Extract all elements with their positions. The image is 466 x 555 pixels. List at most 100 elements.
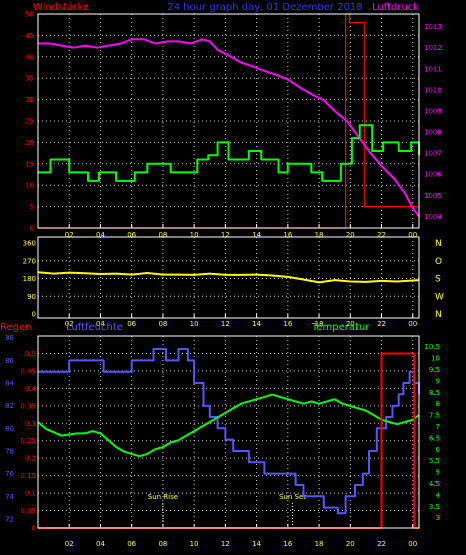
panel3-x-label-11: 00 <box>408 540 417 548</box>
panel3-frame <box>37 335 420 529</box>
panel3-x-label-3: 08 <box>158 540 167 548</box>
rain-tick-10: 0.5 <box>25 350 36 358</box>
temperature-line <box>37 393 420 458</box>
rain-tick-5: 0.25 <box>20 437 36 445</box>
wind-tick-1: 5 <box>30 203 34 211</box>
compass-tick-4: N <box>435 239 442 249</box>
panel3-x-label-0: 02 <box>65 540 74 548</box>
panel2-grid <box>38 237 419 318</box>
panel3-x-label-8: 18 <box>315 540 324 548</box>
humidity-tick-4: 80 <box>5 425 14 433</box>
temperature-tick-5: 5.5 <box>429 457 440 465</box>
direction-tick-0: 0 <box>32 311 36 319</box>
pressure-axis-ticks: 1004 1005 1006 1007 1008 1009 1010 1011 1012 1013 <box>424 23 442 221</box>
panel1-x-label-3: 08 <box>158 231 167 239</box>
panel2-x-label-4: 10 <box>190 320 199 328</box>
compass-tick-3: O <box>435 257 442 267</box>
panel1-x-label-7: 16 <box>283 231 292 239</box>
pressure-tick-5: 1009 <box>424 107 442 115</box>
humidity-tick-6: 84 <box>5 380 14 388</box>
wind-tick-7: 35 <box>25 75 34 83</box>
rain-line <box>38 352 419 529</box>
temperature-tick-12: 9 <box>436 377 440 385</box>
panel2-x-label-1: 04 <box>96 320 105 328</box>
humidity-tick-8: 88 <box>5 334 14 342</box>
chart-title: 24 hour graph day, 01 Dezember 2018 <box>167 2 362 13</box>
temperature-tick-11: 8.5 <box>429 389 440 397</box>
temperature-tick-15: 10.5 <box>424 343 440 351</box>
panel3-x-label-10: 22 <box>377 540 386 548</box>
panel1-x-label-6: 14 <box>252 231 261 239</box>
panel2-x-label-6: 14 <box>252 320 261 328</box>
panel2-x-label-9: 20 <box>346 320 355 328</box>
wind-tick-4: 20 <box>25 139 34 147</box>
panel3-x-label-2: 06 <box>127 540 136 548</box>
humidity-tick-7: 86 <box>5 357 14 365</box>
rain-tick-6: 0.3 <box>25 420 36 428</box>
panel1-x-label-10: 22 <box>377 231 386 239</box>
rain-tick-8: 0.4 <box>25 385 37 393</box>
panel1-grid <box>38 14 419 228</box>
panel3-series <box>37 348 420 529</box>
humidity-tick-2: 76 <box>5 470 14 478</box>
temperature-axis-title: Temperatur <box>311 322 370 333</box>
humidity-tick-0: 72 <box>5 515 14 523</box>
rain-tick-9: 0.45 <box>20 367 36 375</box>
panel1-x-label-2: 06 <box>127 231 136 239</box>
panel3-x-label-9: 20 <box>346 540 355 548</box>
humidity-axis-ticks: 72 74 76 78 80 82 84 86 88 <box>5 334 14 523</box>
rain-tick-2: 0.1 <box>25 490 36 498</box>
compass-tick-2: S <box>435 275 441 285</box>
rain-tick-3: 0.15 <box>20 472 36 480</box>
direction-tick-1: 90 <box>27 293 36 301</box>
temperature-tick-14: 10 <box>431 355 440 363</box>
panel1-x-label-9: 20 <box>346 231 355 239</box>
wind-tick-6: 30 <box>25 96 34 104</box>
panel3-x-label-4: 10 <box>190 540 199 548</box>
pressure-tick-8: 1012 <box>424 44 442 52</box>
humidity-axis-title: Luftfeuchte <box>66 322 123 333</box>
wind-tick-10: 50 <box>25 11 34 19</box>
humidity-tick-1: 74 <box>5 493 14 501</box>
temperature-tick-6: 6 <box>436 446 441 454</box>
temperature-tick-3: 4.5 <box>429 480 440 488</box>
wind-tick-3: 15 <box>25 160 34 168</box>
temperature-tick-8: 7 <box>436 423 440 431</box>
panel1-x-label-8: 18 <box>315 231 324 239</box>
humidity-line <box>38 348 420 515</box>
pressure-tick-0: 1004 <box>424 213 442 221</box>
compass-tick-1: W <box>435 292 444 302</box>
wind-tick-2: 10 <box>25 182 34 190</box>
rain-spike-line <box>38 13 419 229</box>
temperature-tick-1: 3.5 <box>429 503 440 511</box>
pressure-line <box>38 38 420 217</box>
pressure-tick-4: 1008 <box>424 129 442 137</box>
panel1-x-label-1: 04 <box>96 231 105 239</box>
temperature-tick-13: 9.5 <box>429 366 440 374</box>
panel3-x-label-7: 16 <box>283 540 292 548</box>
panel1-frame <box>37 13 420 229</box>
annotation-label-1: Sun Set <box>279 493 306 501</box>
panel2-x-label-3: 08 <box>158 320 167 328</box>
pressure-tick-6: 1010 <box>424 86 442 94</box>
panel2-x-label-10: 22 <box>377 320 386 328</box>
wind-tick-9: 45 <box>25 32 34 40</box>
panel3-x-label-1: 04 <box>96 540 105 548</box>
panel2-series <box>37 271 420 284</box>
rain-axis-title: Regen <box>0 322 32 333</box>
rain-axis-ticks: 0 0.05 0.1 0.15 0.2 0.25 0.3 0.35 0.4 0.45 0.5 <box>20 350 36 533</box>
rain-tick-7: 0.35 <box>20 402 36 410</box>
rain-tick-4: 0.2 <box>25 455 36 463</box>
wind-tick-0: 0 <box>30 225 34 233</box>
wind-tick-8: 40 <box>25 53 34 61</box>
direction-tick-4: 360 <box>23 240 36 248</box>
panel1-x-label-0: 02 <box>65 231 74 239</box>
panel2-x-label-0: 02 <box>65 320 74 328</box>
panel-rain-humidity-temperature: Regen Luftfeuchte Temperatur 72747678808… <box>0 322 441 548</box>
pressure-tick-3: 1007 <box>424 150 442 158</box>
humidity-tick-5: 82 <box>5 402 14 410</box>
temperature-tick-10: 8 <box>436 400 440 408</box>
